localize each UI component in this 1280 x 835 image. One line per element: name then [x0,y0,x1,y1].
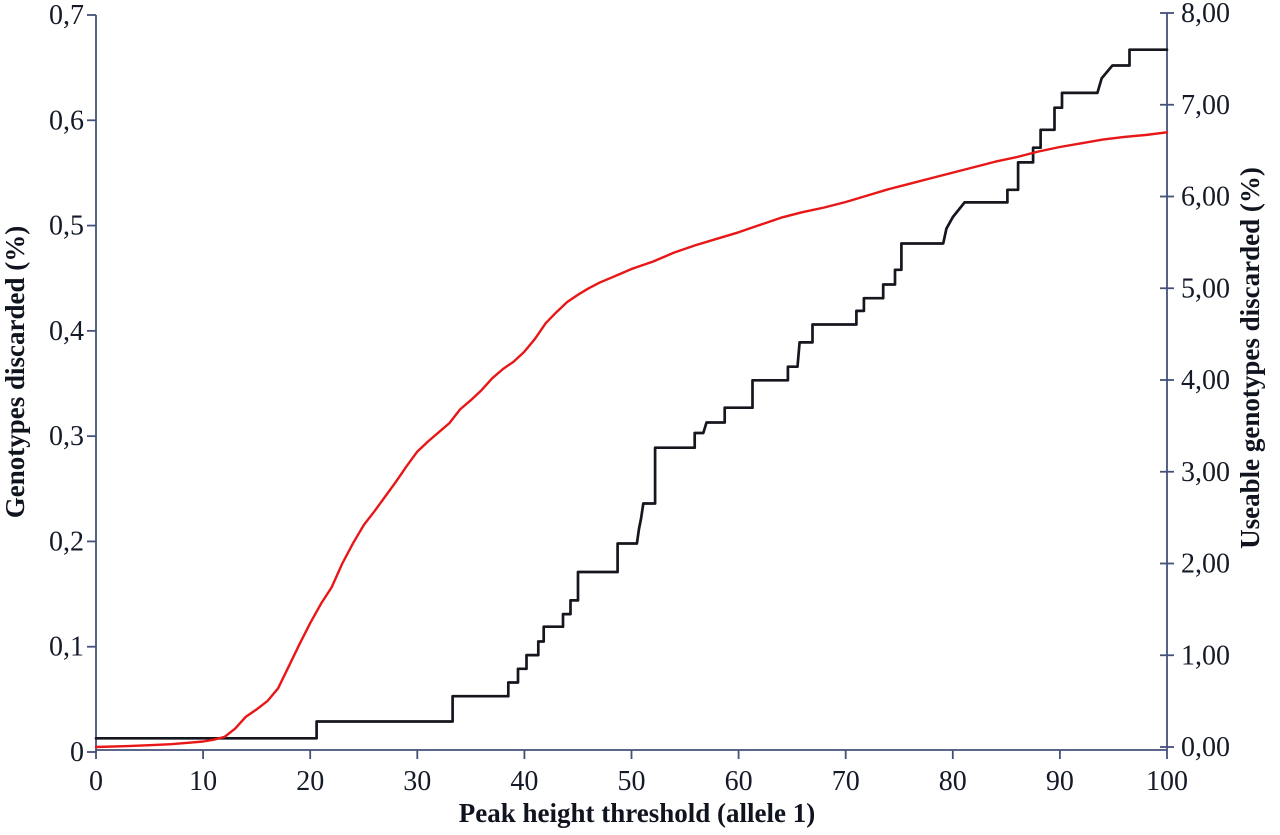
black-step-series [94,48,1169,740]
axes-layer [87,12,1174,759]
labels-layer: 0 10 20 30 40 50 60 70 80 90 100 0 0,1 0,2 0,3 0,4 0,5 0,… [49,0,1230,797]
y-right-axis-tick-label: 0,00 [1181,732,1230,763]
x-axis-tick-label: 50 [618,766,646,797]
x-axis-tick-label: 20 [296,766,324,797]
y-right-axis-tick-label: 7,00 [1181,90,1230,121]
y-left-axis-tick-label: 0 [70,737,84,768]
x-axis-tick-label: 40 [510,766,538,797]
series-layer [94,48,1169,749]
y-left-axis-tick-label: 0,7 [49,0,84,31]
y-right-axis-tick-label: 3,00 [1181,457,1230,488]
red-line-series [94,131,1169,749]
y-right-axis-tick-label: 1,00 [1181,640,1230,671]
y-right-axis-tick-label: 6,00 [1181,182,1230,213]
y-left-axis-tick-label: 0,1 [49,632,84,663]
y-left-axis-title: Genotypes discarded (%) [0,226,30,519]
y-right-axis-tick-label: 4,00 [1181,365,1230,396]
x-axis-tick-label: 100 [1146,766,1188,797]
y-left-axis-tick-label: 0,4 [49,316,84,347]
y-left-axis-tick-label: 0,2 [49,526,84,557]
x-axis-tick-label: 60 [725,766,753,797]
x-axis-tick-label: 90 [1046,766,1074,797]
y-right-axis-tick-label: 2,00 [1181,549,1230,580]
x-axis-tick-label: 80 [939,766,967,797]
x-axis-title: Peak height threshold (allele 1) [459,798,815,828]
x-axis-tick-label: 0 [89,766,103,797]
x-axis-tick-label: 70 [832,766,860,797]
y-right-axis-tick-label: 5,00 [1181,273,1230,304]
y-left-axis-tick-label: 0,3 [49,421,84,452]
x-axis-tick-label: 30 [403,766,431,797]
y-left-axis-tick-label: 0,6 [49,105,84,136]
y-right-axis-tick-label: 8,00 [1181,0,1230,29]
x-axis-tick-label: 10 [189,766,217,797]
y-right-axis-title: Useable genotypes discarded (%) [1235,167,1265,549]
y-left-axis-tick-label: 0,5 [49,211,84,242]
